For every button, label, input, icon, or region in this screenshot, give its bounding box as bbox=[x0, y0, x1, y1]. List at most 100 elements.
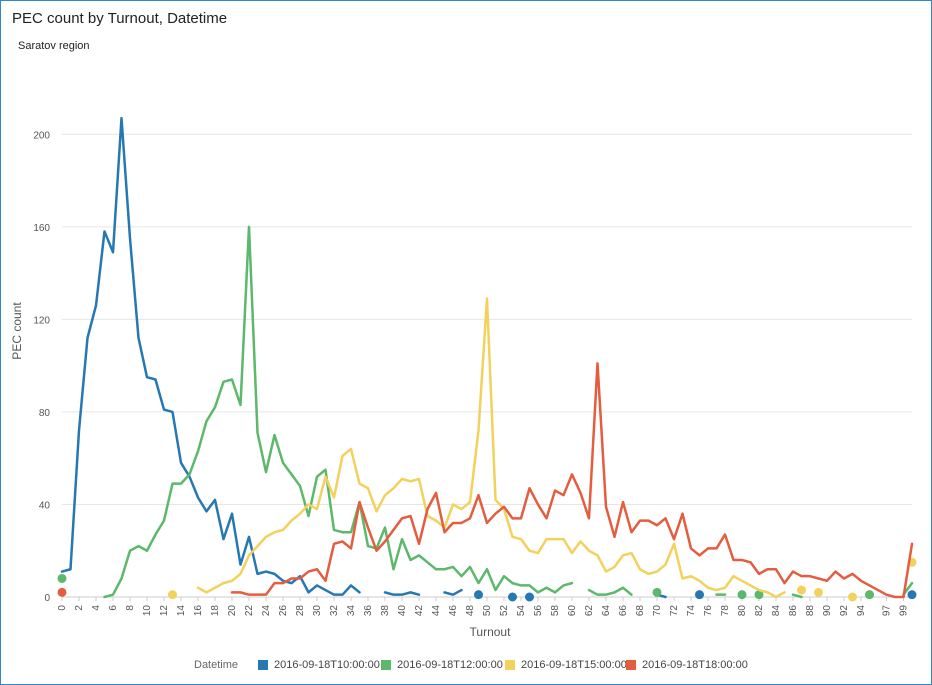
x-tick-label: 58 bbox=[550, 605, 561, 617]
x-axis-label: Turnout bbox=[470, 625, 512, 639]
y-axis-label: PEC count bbox=[10, 302, 24, 360]
legend-item[interactable]: 2016-09-18T15:00:00 bbox=[505, 658, 627, 672]
data-point bbox=[814, 587, 823, 597]
x-tick-label: 66 bbox=[618, 605, 629, 617]
y-tick-label: 160 bbox=[33, 223, 50, 234]
x-tick-label: 97 bbox=[882, 605, 893, 617]
data-point bbox=[865, 590, 874, 600]
legend-swatch bbox=[258, 660, 268, 670]
chart-title: PEC count by Turnout, Datetime bbox=[12, 10, 228, 27]
x-tick-label: 16 bbox=[193, 605, 204, 617]
x-tick-label: 94 bbox=[856, 605, 867, 617]
legend-item[interactable]: 2016-09-18T10:00:00 bbox=[258, 658, 380, 672]
series-3 bbox=[168, 297, 917, 602]
data-point bbox=[474, 590, 483, 600]
y-tick-label: 80 bbox=[39, 408, 51, 419]
data-point bbox=[797, 585, 806, 595]
legend-item[interactable]: 2016-09-18T18:00:00 bbox=[626, 658, 748, 672]
series-line bbox=[383, 591, 421, 596]
series-line bbox=[791, 593, 803, 599]
x-tick-label: 4 bbox=[91, 605, 102, 611]
legend-label: 2016-09-18T12:00:00 bbox=[397, 659, 503, 671]
x-tick-label: 68 bbox=[635, 605, 646, 617]
x-tick-label: 84 bbox=[771, 605, 782, 617]
y-tick-label: 200 bbox=[33, 130, 50, 141]
series-line bbox=[103, 225, 574, 599]
x-tick-label: 18 bbox=[210, 605, 221, 617]
x-tick-label: 32 bbox=[329, 605, 340, 617]
x-tick-label: 70 bbox=[652, 605, 663, 617]
x-tick-label: 99 bbox=[899, 605, 910, 617]
series-1 bbox=[60, 116, 917, 602]
x-tick-label: 76 bbox=[703, 605, 714, 617]
series-line bbox=[443, 588, 463, 596]
x-tick-label: 20 bbox=[227, 605, 238, 617]
x-tick-label: 86 bbox=[788, 605, 799, 617]
y-tick-label: 0 bbox=[44, 593, 50, 604]
x-axis: 0 2 4 6 8 10 12 14 16 18 20 22 24 26 28 30 32 34 36 38 40 42 4… bbox=[57, 596, 912, 617]
x-tick-label: 78 bbox=[720, 605, 731, 617]
data-point bbox=[57, 573, 67, 583]
y-axis: 0 40 80 120 160 200 bbox=[33, 130, 50, 604]
legend-label: 2016-09-18T15:00:00 bbox=[521, 659, 627, 671]
data-point bbox=[525, 592, 534, 602]
x-tick-label: 90 bbox=[822, 605, 833, 617]
legend-label: 2016-09-18T18:00:00 bbox=[642, 659, 748, 671]
x-tick-label: 60 bbox=[567, 605, 578, 617]
legend-item[interactable]: 2016-09-18T12:00:00 bbox=[381, 658, 503, 672]
x-tick-label: 38 bbox=[380, 605, 391, 617]
x-tick-label: 82 bbox=[754, 605, 765, 617]
data-point bbox=[848, 592, 857, 602]
legend-swatch bbox=[626, 660, 636, 670]
series-4 bbox=[57, 362, 914, 599]
legend-swatch bbox=[505, 660, 515, 670]
x-tick-label: 24 bbox=[261, 605, 272, 617]
grid-lines bbox=[62, 133, 912, 598]
x-tick-label: 48 bbox=[465, 605, 476, 617]
series-line bbox=[230, 362, 914, 599]
legend: Datetime 2016-09-18T10:00:00 2016-09-18T1… bbox=[0, 657, 932, 673]
x-tick-label: 44 bbox=[431, 605, 442, 617]
x-tick-label: 2 bbox=[74, 605, 85, 611]
x-tick-label: 36 bbox=[363, 605, 374, 617]
x-tick-label: 64 bbox=[601, 605, 612, 617]
x-tick-label: 30 bbox=[312, 605, 323, 617]
series-layer bbox=[57, 116, 917, 602]
x-tick-label: 6 bbox=[108, 605, 119, 611]
y-tick-label: 120 bbox=[33, 315, 50, 326]
y-tick-label: 40 bbox=[39, 500, 51, 511]
x-tick-label: 54 bbox=[516, 605, 527, 617]
x-tick-label: 0 bbox=[57, 605, 68, 611]
x-tick-label: 88 bbox=[805, 605, 816, 617]
x-tick-label: 56 bbox=[533, 605, 544, 617]
data-point bbox=[907, 590, 917, 600]
x-tick-label: 52 bbox=[499, 605, 510, 617]
series-line bbox=[196, 297, 786, 599]
x-tick-label: 50 bbox=[482, 605, 493, 617]
x-tick-label: 62 bbox=[584, 605, 595, 617]
legend-title: Datetime bbox=[194, 659, 239, 671]
x-tick-label: 92 bbox=[839, 605, 850, 617]
x-tick-label: 46 bbox=[448, 605, 459, 617]
x-tick-label: 26 bbox=[278, 605, 289, 617]
x-tick-label: 14 bbox=[176, 605, 187, 617]
legend-label: 2016-09-18T10:00:00 bbox=[274, 659, 380, 671]
data-point bbox=[168, 590, 177, 600]
chart-subtitle: Saratov region bbox=[18, 40, 90, 52]
x-tick-label: 72 bbox=[669, 605, 680, 617]
legend-swatch bbox=[381, 660, 391, 670]
x-tick-label: 22 bbox=[244, 605, 255, 617]
x-tick-label: 40 bbox=[397, 605, 408, 617]
data-point bbox=[695, 590, 704, 600]
data-point bbox=[754, 590, 764, 600]
data-point bbox=[652, 587, 662, 597]
x-tick-label: 74 bbox=[686, 605, 697, 617]
x-tick-label: 42 bbox=[414, 605, 425, 617]
data-point bbox=[737, 590, 747, 600]
x-tick-label: 8 bbox=[125, 605, 136, 611]
series-line bbox=[60, 116, 361, 596]
x-tick-label: 28 bbox=[295, 605, 306, 617]
data-point bbox=[57, 587, 67, 597]
x-tick-label: 12 bbox=[159, 605, 170, 617]
